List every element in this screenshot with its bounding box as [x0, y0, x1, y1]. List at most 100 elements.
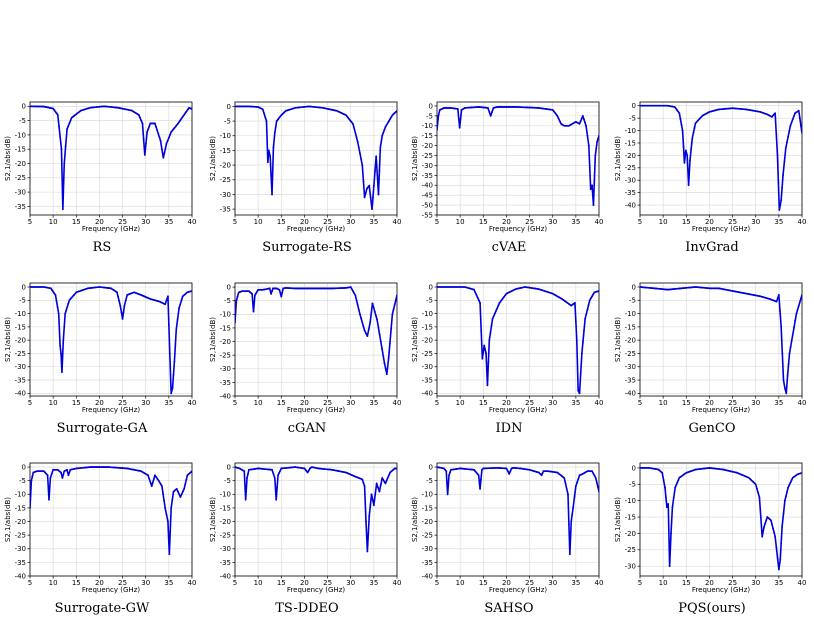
panel-pqs-ours: 5 10 15 20 25 30 35 40 0 -5 -10 -15 -20 -25 -30 Frequen…	[610, 455, 812, 616]
data-point	[348, 118, 351, 121]
data-point	[489, 332, 492, 334]
y-tick-label: -10	[422, 310, 433, 318]
data-point	[476, 296, 479, 299]
data-point	[161, 148, 163, 151]
data-point	[278, 117, 280, 120]
data-point	[777, 568, 780, 571]
y-tick-label: 0	[227, 103, 231, 111]
data-point	[388, 474, 390, 477]
data-point	[578, 122, 581, 125]
y-axis-label: S2,1/abs(dB)	[614, 136, 622, 181]
y-tick-label: -25	[15, 350, 26, 358]
data-point	[362, 180, 365, 183]
data-point	[171, 498, 174, 501]
x-tick-label: 25	[525, 399, 534, 407]
data-point	[782, 174, 784, 177]
x-tick-label: 5	[28, 218, 32, 226]
data-point	[474, 291, 477, 294]
x-axis-label: Frequency (GHz)	[692, 586, 750, 594]
data-point	[60, 471, 62, 474]
plot-frame	[436, 462, 600, 577]
data-point	[185, 111, 188, 113]
data-point	[780, 199, 783, 201]
data-point	[174, 344, 177, 347]
data-point	[375, 155, 378, 158]
data-point	[369, 321, 372, 324]
x-tick-label: 10	[456, 399, 465, 407]
x-tick-label: 10	[659, 579, 668, 587]
data-point	[583, 329, 585, 332]
data-point	[759, 516, 762, 518]
data-point	[696, 119, 699, 122]
data-point	[756, 487, 758, 490]
panel-idn: 5 10 15 20 25 30 35 40 0 -5 -10 -15 -20 -25 -30 -35 -40 F…	[407, 275, 609, 436]
data-point	[384, 367, 387, 370]
data-point	[165, 142, 168, 145]
data-point	[170, 392, 173, 395]
data-point	[800, 124, 802, 127]
data-point	[170, 131, 173, 133]
data-point	[382, 355, 385, 357]
data-point	[50, 472, 53, 475]
data-point	[783, 387, 786, 389]
y-axis-label: S2,1/abs(dB)	[4, 317, 12, 362]
data-point	[278, 472, 281, 474]
data-point	[162, 492, 164, 495]
data-point	[786, 491, 788, 493]
data-point	[449, 471, 451, 474]
x-tick-label: 20	[300, 579, 309, 587]
data-point	[62, 339, 65, 342]
x-tick-label: 25	[118, 579, 127, 587]
data-point	[368, 515, 371, 517]
x-tick-label: 35	[164, 218, 173, 226]
data-point	[45, 472, 48, 475]
data-point	[379, 340, 382, 343]
panel-invgrad: 5 10 15 20 25 30 35 40 0 -5 -10 -15 -20 -25 -30 -35 -40 F…	[610, 94, 812, 255]
y-tick-label: -15	[422, 323, 433, 331]
data-point	[390, 327, 393, 330]
x-tick-label: 15	[277, 579, 286, 587]
data-point	[393, 303, 396, 306]
data-point	[483, 344, 486, 347]
caption-invgrad: InvGrad	[685, 240, 739, 255]
data-point	[154, 122, 156, 125]
x-tick-label: 10	[254, 579, 263, 587]
data-point	[497, 304, 500, 307]
y-tick-label: -5	[224, 297, 231, 305]
data-point	[305, 470, 308, 473]
data-point	[116, 291, 118, 294]
y-tick-label: -5	[19, 477, 26, 485]
data-point	[361, 321, 364, 324]
data-point	[445, 470, 448, 473]
data-point	[681, 129, 684, 132]
data-point	[556, 114, 559, 117]
data-point	[270, 174, 272, 177]
data-point	[180, 299, 183, 302]
y-tick-label: -10	[15, 131, 26, 139]
caption-sahso: SAHSO	[484, 601, 534, 616]
data-point	[799, 297, 802, 300]
data-point	[360, 317, 363, 320]
data-point	[551, 109, 554, 111]
x-tick-label: 10	[659, 399, 668, 407]
y-tick-label: -20	[422, 337, 433, 345]
data-point	[55, 112, 58, 115]
data-point	[371, 302, 374, 305]
data-point	[793, 115, 795, 118]
data-point	[598, 290, 599, 292]
data-point	[771, 116, 773, 118]
data-point	[437, 128, 438, 131]
panel-ts-ddeo: 5 10 15 20 25 30 35 40 0 -5 -10 -15 -20 -25 -30 -35 -40 F…	[205, 455, 407, 616]
data-point	[593, 474, 596, 477]
data-point	[378, 490, 381, 493]
x-tick-label: 15	[479, 579, 488, 587]
data-point	[667, 503, 670, 505]
x-tick-label: 30	[141, 579, 150, 587]
y-tick-label: -25	[422, 350, 433, 358]
data-point	[139, 116, 141, 119]
data-point	[770, 519, 772, 522]
y-tick-label: -20	[220, 518, 231, 526]
data-point	[689, 159, 691, 162]
data-point	[753, 482, 756, 485]
data-point	[539, 472, 542, 475]
